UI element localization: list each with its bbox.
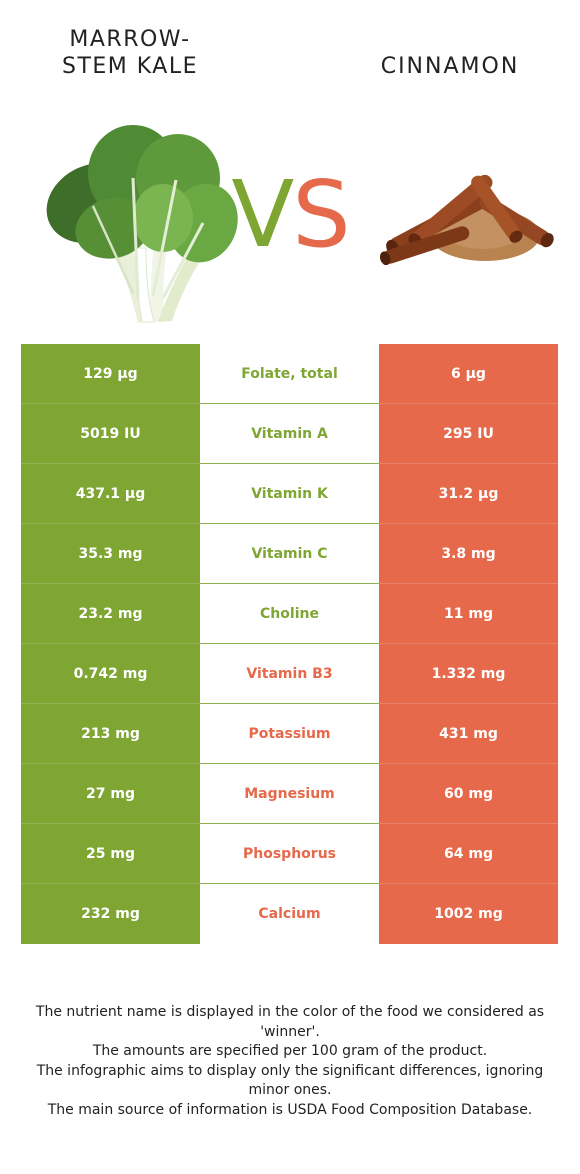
left-food-value: 213 mg <box>21 704 200 764</box>
left-food-title-line1: MARROW- <box>69 27 191 52</box>
marrow-stem-kale-image <box>46 125 238 323</box>
left-food-value: 25 mg <box>21 824 200 884</box>
left-food-value: 5019 IU <box>21 404 200 464</box>
left-food-title-line2: STEM KALE <box>61 54 199 79</box>
cinnamon-image <box>379 174 554 265</box>
right-food-value: 295 IU <box>379 404 558 464</box>
right-food-value: 31.2 µg <box>379 464 558 524</box>
nutrient-name: Phosphorus <box>200 824 379 884</box>
right-food-title: CINNAMON <box>380 54 520 79</box>
left-food-value: 23.2 mg <box>21 584 200 644</box>
left-food-value: 129 µg <box>21 344 200 404</box>
table-row: 129 µg Folate, total 6 µg <box>21 344 558 404</box>
table-row: 35.3 mg Vitamin C 3.8 mg <box>21 524 558 584</box>
vs-letter-s: S <box>292 161 350 268</box>
right-food-value: 64 mg <box>379 824 558 884</box>
right-food-value: 60 mg <box>379 764 558 824</box>
left-food-value: 437.1 µg <box>21 464 200 524</box>
right-food-value: 431 mg <box>379 704 558 764</box>
nutrient-name: Choline <box>200 584 379 644</box>
table-row: 27 mg Magnesium 60 mg <box>21 764 558 824</box>
nutrient-name: Vitamin K <box>200 464 379 524</box>
table-row: 0.742 mg Vitamin B3 1.332 mg <box>21 644 558 704</box>
table-row: 232 mg Calcium 1002 mg <box>21 884 558 944</box>
nutrient-name: Vitamin B3 <box>200 644 379 704</box>
vs-letter-v: V <box>231 161 294 268</box>
left-food-title: MARROW- STEM KALE <box>40 26 220 80</box>
right-food-value: 1.332 mg <box>379 644 558 704</box>
footer-note-amounts: The amounts are specified per 100 gram o… <box>92 1043 488 1059</box>
left-food-value: 27 mg <box>21 764 200 824</box>
left-food-value: 232 mg <box>21 884 200 944</box>
table-row: 5019 IU Vitamin A 295 IU <box>21 404 558 464</box>
right-food-value: 3.8 mg <box>379 524 558 584</box>
footer-note-source: The main source of information is USDA F… <box>47 1101 533 1118</box>
left-food-value: 0.742 mg <box>21 644 200 704</box>
footer-note-winner: The nutrient name is displayed in the co… <box>35 1004 545 1040</box>
table-row: 23.2 mg Choline 11 mg <box>21 584 558 644</box>
table-row: 25 mg Phosphorus 64 mg <box>21 824 558 884</box>
vs-label: VS <box>228 160 352 270</box>
nutrient-name: Calcium <box>200 884 379 944</box>
table-row: 437.1 µg Vitamin K 31.2 µg <box>21 464 558 524</box>
right-food-value: 11 mg <box>379 584 558 644</box>
right-food-value: 1002 mg <box>379 884 558 944</box>
nutrient-name: Folate, total <box>200 344 379 404</box>
footer-note-aim: The infographic aims to display only the… <box>36 1062 544 1099</box>
left-food-value: 35.3 mg <box>21 524 200 584</box>
nutrient-name: Magnesium <box>200 764 379 824</box>
right-food-value: 6 µg <box>379 344 558 404</box>
nutrient-comparison-table: 129 µg Folate, total 6 µg 5019 IU Vitami… <box>21 344 558 944</box>
nutrient-name: Vitamin C <box>200 524 379 584</box>
nutrient-name: Potassium <box>200 704 379 764</box>
table-row: 213 mg Potassium 431 mg <box>21 704 558 764</box>
footer-notes: The nutrient name is displayed in the co… <box>20 1003 560 1120</box>
nutrient-name: Vitamin A <box>200 404 379 464</box>
